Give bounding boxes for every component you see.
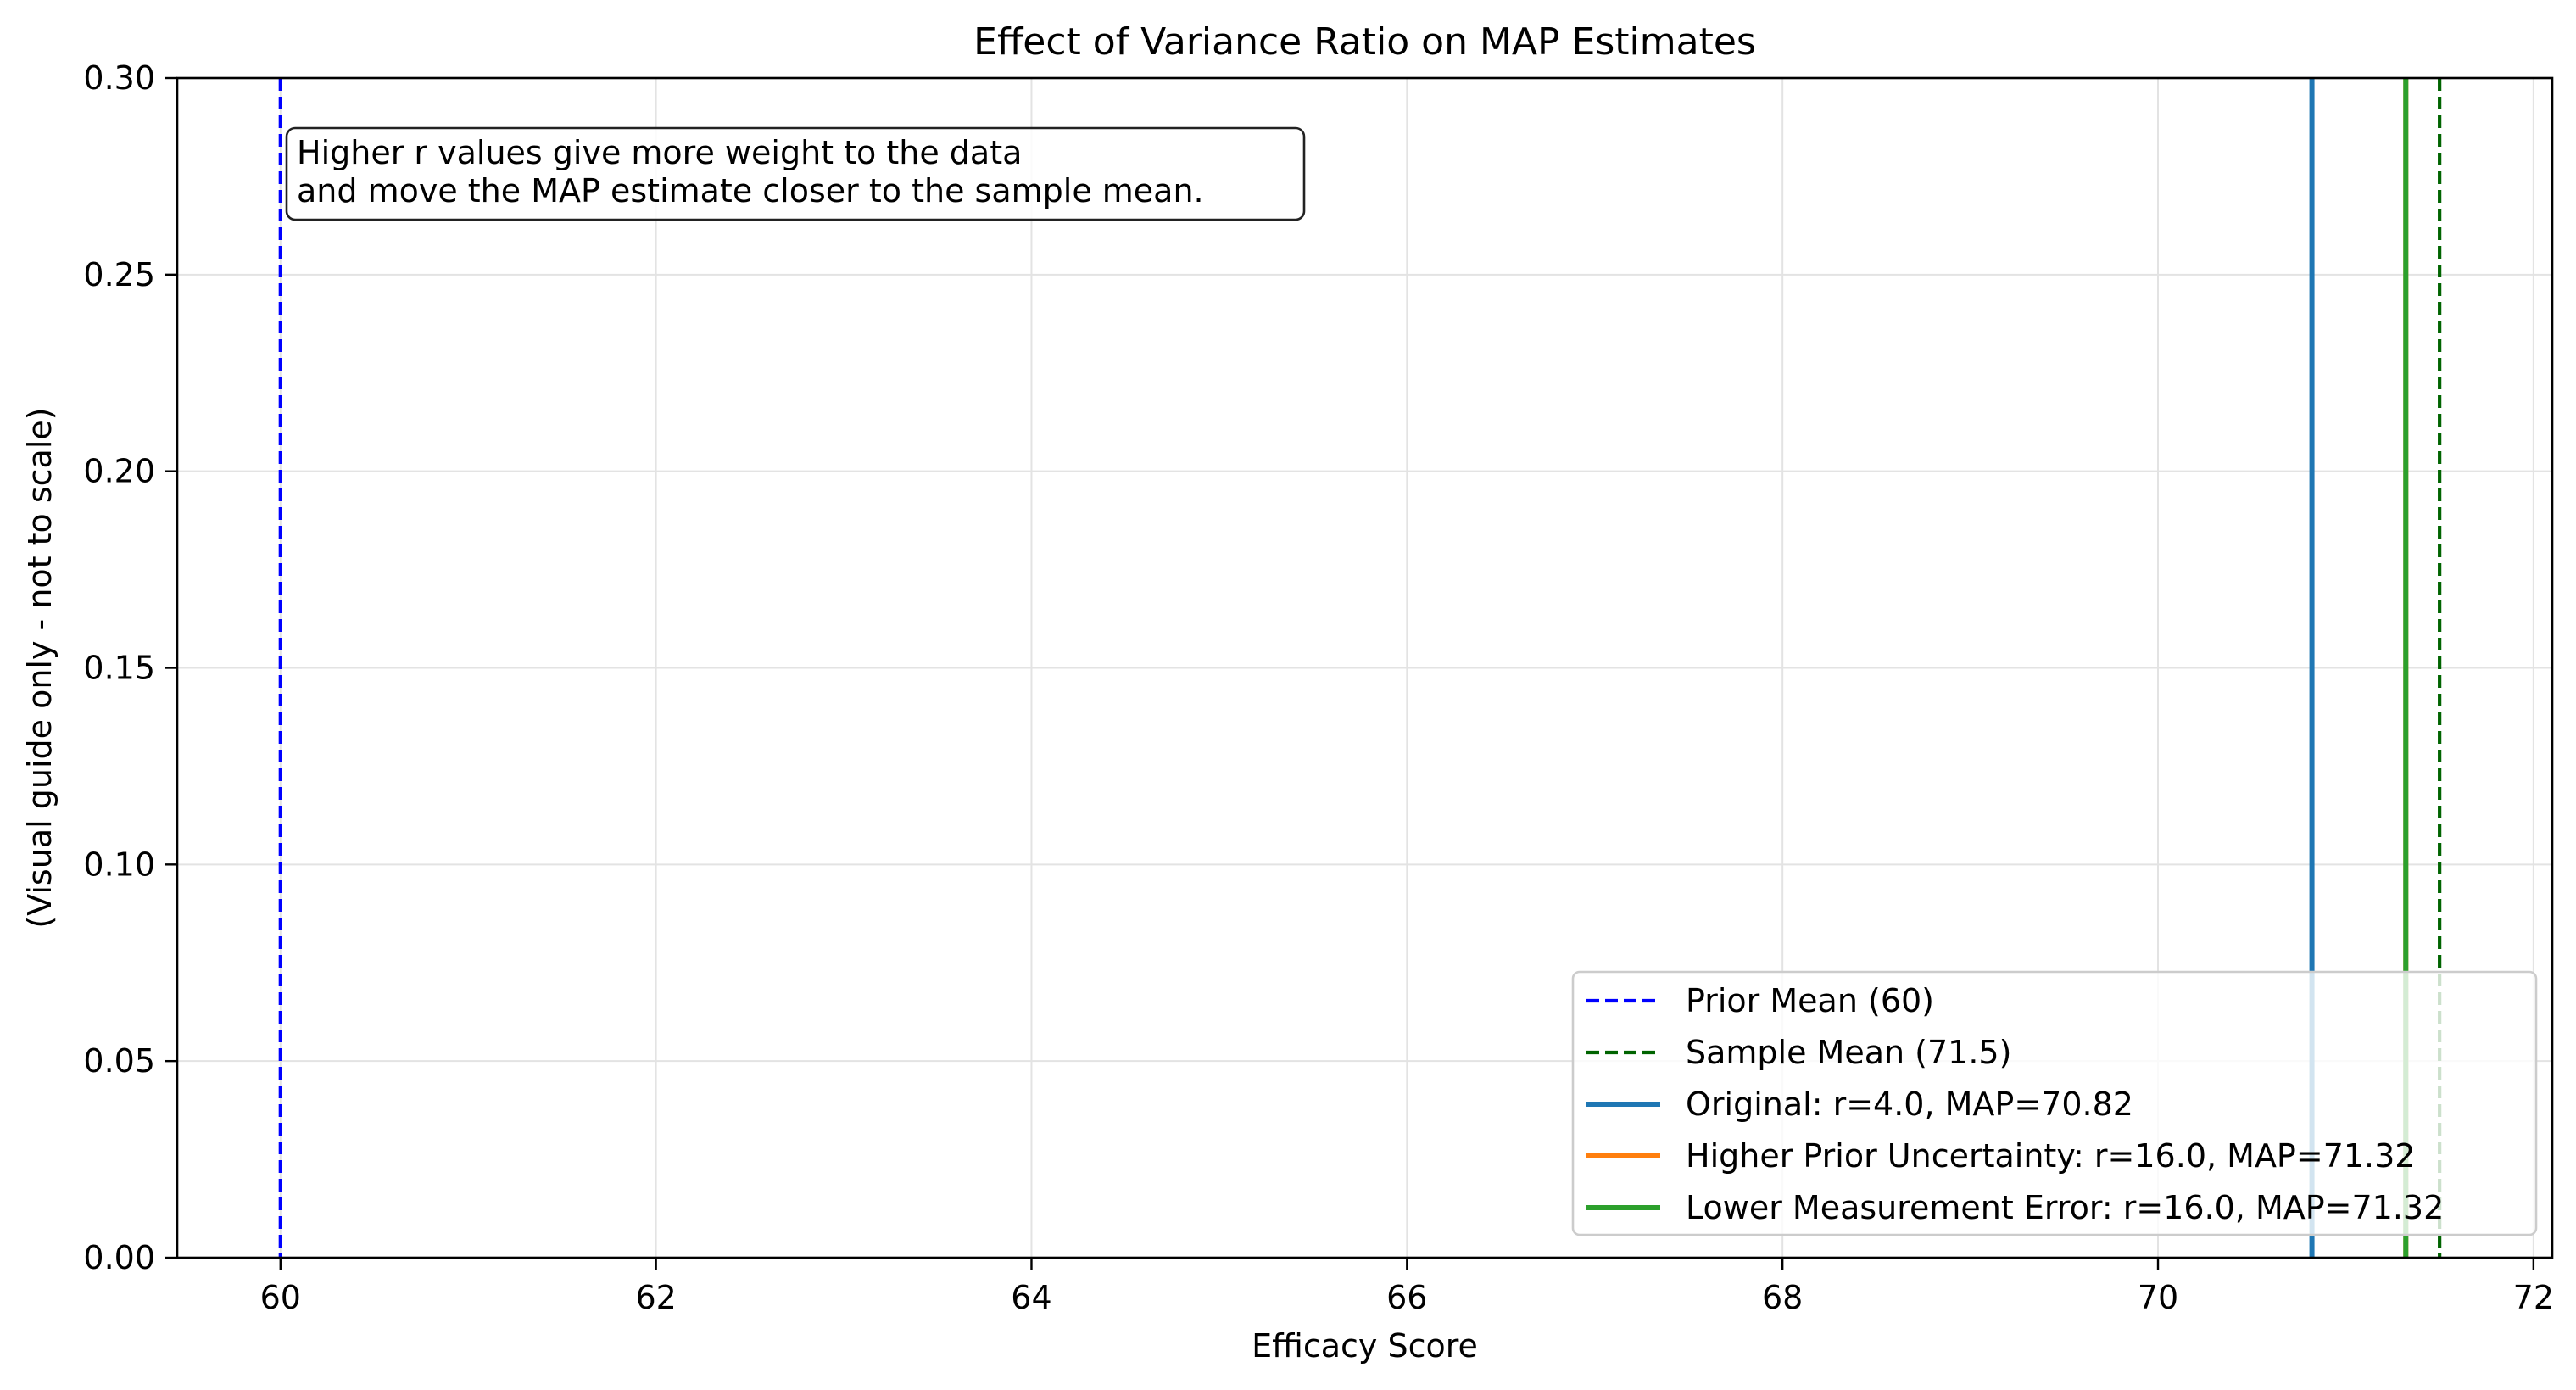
y-tick-label: 0.15 [83,650,155,687]
legend-label: Original: r=4.0, MAP=70.82 [1686,1086,2133,1123]
legend-label: Sample Mean (71.5) [1686,1034,2011,1071]
annotation-line: Higher r values give more weight to the … [297,134,1022,171]
y-tick-label: 0.05 [83,1042,155,1080]
x-axis-label: Efficacy Score [1252,1327,1478,1365]
x-tick-label: 64 [1011,1279,1051,1316]
legend-label: Higher Prior Uncertainty: r=16.0, MAP=71… [1686,1137,2415,1175]
x-tick-label: 68 [1762,1279,1803,1316]
legend-item: Sample Mean (71.5) [1586,1034,2011,1071]
legend: Prior Mean (60) Sample Mean (71.5) Origina… [1571,970,2538,1236]
legend-item: Original: r=4.0, MAP=70.82 [1586,1086,2133,1123]
y-tick-label: 0.00 [83,1239,155,1276]
legend-frame [1571,970,2538,1236]
annotation-box: Higher r values give more weight to the … [285,126,1306,221]
chart-title: Effect of Variance Ratio on MAP Estimate… [973,20,1756,64]
legend-label: Prior Mean (60) [1686,982,1934,1019]
x-tick-label: 70 [2138,1279,2178,1316]
x-tick-label: 62 [635,1279,676,1316]
annotation-frame [285,126,1306,221]
legend-item: Prior Mean (60) [1586,982,1934,1019]
y-tick-label: 0.25 [83,256,155,293]
x-tick-label: 72 [2513,1279,2554,1316]
legend-item: Higher Prior Uncertainty: r=16.0, MAP=71… [1586,1137,2415,1175]
y-tick-label: 0.10 [83,846,155,883]
legend-item: Lower Measurement Error: r=16.0, MAP=71.… [1586,1189,2444,1226]
y-tick-label: 0.30 [83,59,155,97]
x-tick-label: 66 [1386,1279,1427,1316]
x-tick-label: 60 [260,1279,301,1316]
annotation-line: and move the MAP estimate closer to the … [297,172,1204,209]
y-axis-label: (Visual guide only - not to scale) [21,407,59,928]
legend-label: Lower Measurement Error: r=16.0, MAP=71.… [1686,1189,2444,1226]
y-axis-ticks: 0.00 0.05 0.10 0.15 0.20 0.25 0.30 [83,59,177,1276]
x-axis-ticks: 60 62 64 66 68 70 72 [260,1258,2554,1316]
y-tick-label: 0.20 [83,453,155,490]
